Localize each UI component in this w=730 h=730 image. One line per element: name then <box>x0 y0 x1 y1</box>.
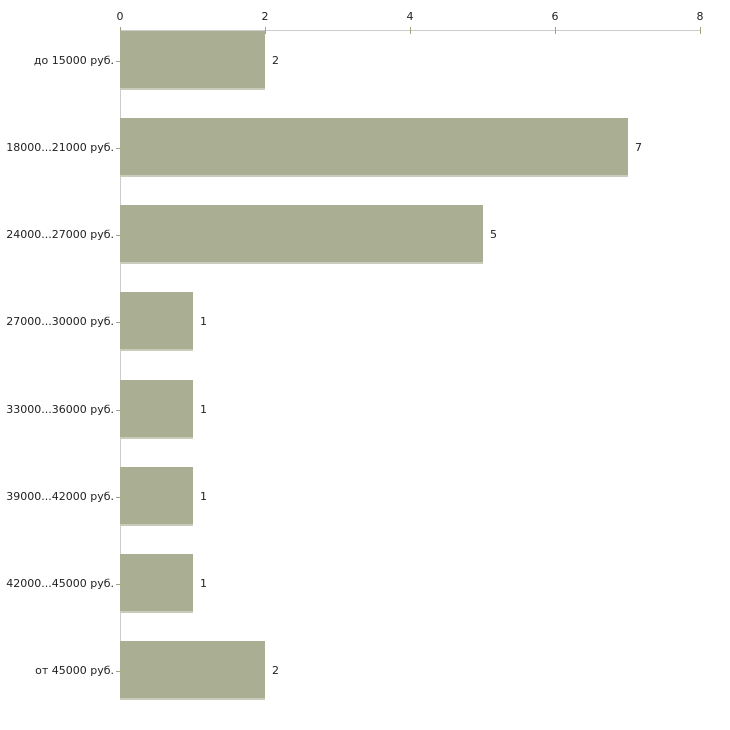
x-tick-label: 8 <box>696 10 704 23</box>
bar <box>120 205 483 264</box>
y-tick-mark <box>116 61 120 62</box>
category-label: 39000...42000 руб. <box>6 490 114 503</box>
y-tick-mark <box>116 235 120 236</box>
value-label: 1 <box>200 403 207 416</box>
value-label: 1 <box>200 315 207 328</box>
x-tick-label: 2 <box>261 10 269 23</box>
category-label: 24000...27000 руб. <box>6 228 114 241</box>
value-label: 5 <box>490 228 497 241</box>
bar <box>120 554 193 613</box>
value-label: 1 <box>200 490 207 503</box>
x-tick-label: 4 <box>406 10 414 23</box>
bar <box>120 31 265 90</box>
y-tick-mark <box>116 410 120 411</box>
x-tick-label: 0 <box>116 10 124 23</box>
bar <box>120 380 193 439</box>
value-label: 7 <box>635 141 642 154</box>
bar <box>120 641 265 700</box>
y-tick-mark <box>116 148 120 149</box>
bar <box>120 292 193 351</box>
x-tick-mark <box>700 27 701 34</box>
value-label: 2 <box>272 664 279 677</box>
category-label: 18000...21000 руб. <box>6 141 114 154</box>
bar <box>120 467 193 526</box>
category-label: 42000...45000 руб. <box>6 577 114 590</box>
category-label: 27000...30000 руб. <box>6 315 114 328</box>
y-tick-mark <box>116 322 120 323</box>
x-tick-mark <box>555 27 556 34</box>
value-label: 2 <box>272 54 279 67</box>
value-label: 1 <box>200 577 207 590</box>
x-tick-mark <box>120 27 121 34</box>
x-tick-mark <box>410 27 411 34</box>
x-tick-mark <box>265 27 266 34</box>
category-label: до 15000 руб. <box>33 54 114 67</box>
bar <box>120 118 628 177</box>
y-axis-line <box>120 30 121 700</box>
y-tick-mark <box>116 497 120 498</box>
y-tick-mark <box>116 671 120 672</box>
y-tick-mark <box>116 584 120 585</box>
category-label: 33000...36000 руб. <box>6 403 114 416</box>
x-tick-label: 6 <box>551 10 559 23</box>
category-label: от 45000 руб. <box>35 664 114 677</box>
